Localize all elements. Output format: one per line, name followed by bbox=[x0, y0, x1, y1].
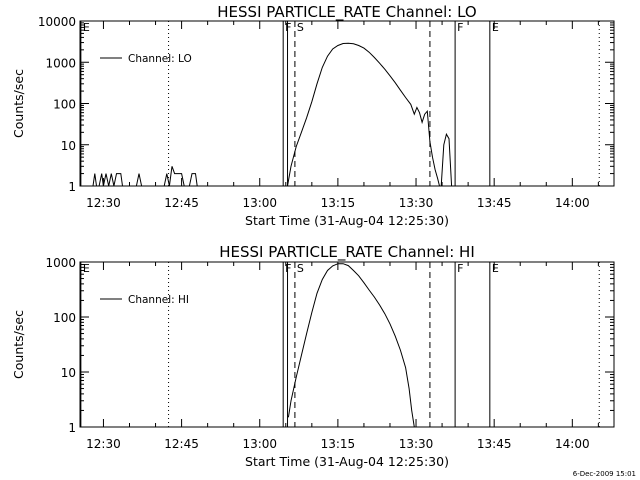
x-tick-label: 12:45 bbox=[164, 437, 199, 451]
y-tick-label: 10 bbox=[61, 366, 76, 380]
y-tick-label: 1 bbox=[68, 421, 76, 435]
x-axis-label-1: Start Time (31-Aug-04 12:25:30) bbox=[245, 213, 449, 228]
event-marker-label: F bbox=[285, 262, 291, 275]
x-tick-label: 13:15 bbox=[321, 196, 356, 210]
event-marker-label: E bbox=[83, 21, 90, 34]
x-tick-label: 12:30 bbox=[86, 437, 121, 451]
series-line-2 bbox=[287, 263, 415, 428]
chart-title-2: HESSI PARTICLE_RATE Channel: HI bbox=[219, 243, 475, 262]
series-line-1 bbox=[287, 42, 440, 187]
event-marker-label: S bbox=[297, 21, 304, 34]
chart-title-1: HESSI PARTICLE_RATE Channel: LO bbox=[217, 3, 476, 22]
x-tick-label: 14:00 bbox=[555, 437, 590, 451]
legend-label-2: Channel: HI bbox=[128, 294, 189, 306]
legend-label-1: Channel: LO bbox=[128, 53, 192, 65]
y-tick-label: 10 bbox=[61, 139, 76, 153]
y-tick-label: 10000 bbox=[38, 15, 76, 29]
event-marker-label: E bbox=[492, 262, 499, 275]
generation-timestamp: 6-Dec-2009 15:01 bbox=[573, 470, 636, 478]
plot-frame-1 bbox=[79, 20, 615, 187]
event-marker-label: E bbox=[83, 262, 90, 275]
x-tick-label: 13:15 bbox=[321, 437, 356, 451]
plot-frame-2 bbox=[79, 261, 615, 428]
x-tick-label: 12:45 bbox=[164, 196, 199, 210]
y-axis-label-2: Counts/sec bbox=[11, 310, 26, 379]
event-marker-label: E bbox=[492, 21, 499, 34]
y-tick-label: 1000 bbox=[45, 56, 76, 70]
event-marker-label: F bbox=[457, 262, 463, 275]
y-tick-label: 1 bbox=[68, 180, 76, 194]
event-marker-label: S bbox=[297, 262, 304, 275]
event-marker-label: F bbox=[285, 21, 291, 34]
x-tick-label: 13:45 bbox=[477, 196, 512, 210]
x-tick-label: 12:30 bbox=[86, 196, 121, 210]
x-tick-label: 13:45 bbox=[477, 437, 512, 451]
x-tick-label: 13:00 bbox=[242, 437, 277, 451]
x-tick-label: 14:00 bbox=[555, 196, 590, 210]
y-tick-label: 100 bbox=[53, 98, 76, 112]
x-tick-label: 13:00 bbox=[242, 196, 277, 210]
x-tick-label: 13:30 bbox=[399, 437, 434, 451]
x-tick-label: 13:30 bbox=[399, 196, 434, 210]
event-marker-label: F bbox=[457, 21, 463, 34]
y-axis-label-1: Counts/sec bbox=[11, 69, 26, 138]
x-axis-label-2: Start Time (31-Aug-04 12:25:30) bbox=[245, 454, 449, 469]
series-line-1 bbox=[440, 132, 453, 187]
y-tick-label: 100 bbox=[53, 311, 76, 325]
series-line-1 bbox=[87, 166, 198, 187]
y-tick-label: 1000 bbox=[45, 256, 76, 270]
